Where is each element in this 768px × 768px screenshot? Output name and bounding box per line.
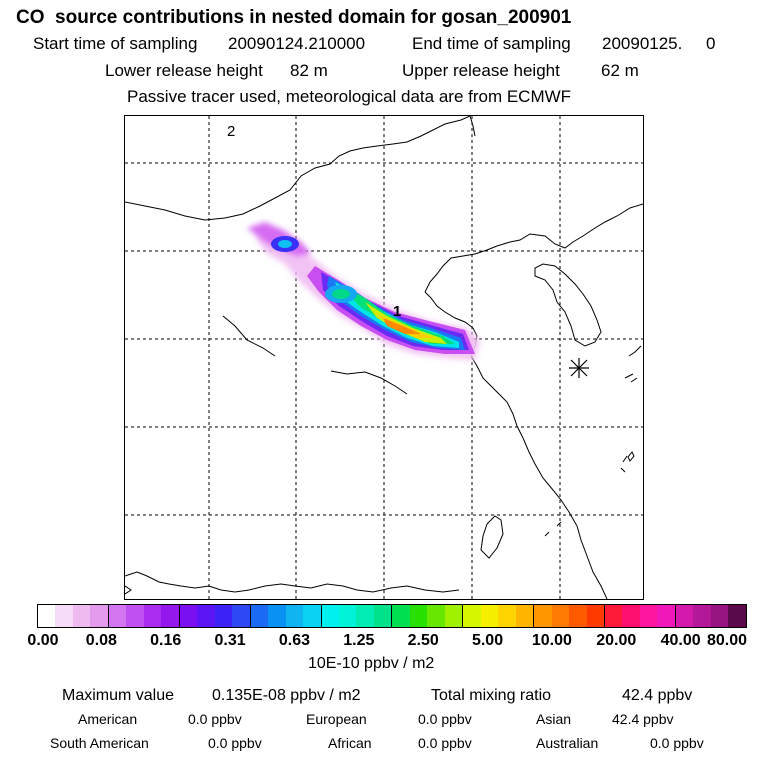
australian-value: 0.0 ppbv [650,735,704,751]
colorbar-swatch [605,605,623,627]
concentration-plume [247,222,480,360]
colorbar-swatch [409,605,428,627]
colorbar-swatch [534,605,552,627]
end-time-value: 20090125. 0 [602,34,716,53]
american-value: 0.0 ppbv [188,711,242,727]
colorbar-swatch [392,605,410,627]
max-value-label: Maximum value [62,687,175,704]
colorbar-tick-label: 1.25 [343,632,375,649]
asian-value: 42.4 ppbv [612,711,674,727]
colorbar-tick-label: 0.08 [85,632,117,649]
map-panel: 1 2 [124,115,644,600]
tracer-note: Passive tracer used, meteorological data… [127,87,572,106]
receptor-marker-icon [569,358,589,378]
colorbar-swatch [214,605,233,627]
source-marker-2: 2 [227,123,235,140]
colorbar-swatch [710,605,729,627]
source-marker-1: 1 [393,303,401,320]
colorbar-swatch [444,605,464,627]
colorbar-tick-label: 40.00 [660,632,701,649]
end-time-label: End time of sampling [412,34,571,53]
upper-release-value: 62 m [601,61,639,80]
colorbar-swatch [90,605,109,627]
colorbar-swatch [586,605,605,627]
colorbar-swatch [569,605,587,627]
colorbar-swatch [161,605,180,627]
colorbar-tick-label: 20.00 [596,632,637,649]
colorbar-swatch [268,605,286,627]
colorbar [37,604,747,628]
colorbar-swatch [38,605,56,627]
colorbar-units: 10E-10 ppbv / m2 [308,655,435,672]
total-mixing-value: 42.4 ppbv [622,687,693,704]
american-label: American [78,711,138,727]
colorbar-tick-label: 0.31 [214,632,246,649]
colorbar-swatch [498,605,516,627]
colorbar-swatch [72,605,91,627]
colorbar-swatch [657,605,676,627]
south-american-value: 0.0 ppbv [208,735,262,751]
colorbar-tick-label: 2.50 [407,632,439,649]
colorbar-swatch [143,605,162,627]
colorbar-swatch [250,605,269,627]
asian-label: Asian [536,711,572,727]
colorbar-swatch [515,605,535,627]
colorbar-swatch [693,605,711,627]
colorbar-swatch [232,605,251,627]
colorbar-swatch [321,605,339,627]
lat-lon-grid [125,116,643,599]
colorbar-swatch [338,605,357,627]
australian-label: Australian [536,735,599,751]
lower-release-value: 82 m [290,61,328,80]
lower-release-label: Lower release height [105,61,263,80]
colorbar-tick-label: 80.00 [706,632,748,649]
colorbar-swatch [551,605,570,627]
colorbar-tick-label: 10.00 [531,632,572,649]
total-mixing-label: Total mixing ratio [431,687,552,704]
colorbar-tick-label: 0.16 [150,632,182,649]
plot-title: CO source contributions in nested domain… [16,7,572,28]
start-time-label: Start time of sampling [33,34,198,53]
colorbar-swatch [639,605,658,627]
colorbar-swatch [675,605,694,627]
colorbar-swatch [373,605,393,627]
map-canvas: 1 2 [124,115,644,600]
colorbar-swatch [55,605,73,627]
colorbar-swatch [197,605,215,627]
colorbar-swatch [356,605,374,627]
max-value: 0.135E-08 ppbv / m2 [212,687,361,704]
african-label: African [328,735,372,751]
colorbar-swatch [108,605,127,627]
colorbar-swatch [126,605,144,627]
european-value: 0.0 ppbv [418,711,472,727]
colorbar-swatch [285,605,304,627]
european-label: European [306,711,367,727]
upper-release-label: Upper release height [402,61,560,80]
start-time-value: 20090124.210000 [228,34,366,53]
colorbar-tick-label: 0.63 [278,632,311,649]
colorbar-swatch [303,605,322,627]
african-value: 0.0 ppbv [418,735,472,751]
colorbar-swatch [463,605,481,627]
colorbar-swatch [622,605,640,627]
colorbar-swatch [179,605,198,627]
colorbar-swatch [427,605,445,627]
colorbar-swatch [480,605,499,627]
colorbar-tick-label: 5.00 [471,632,504,649]
south-american-label: South American [50,735,149,751]
colorbar-swatch [728,605,746,627]
colorbar-tick-label: 0.00 [27,632,59,649]
